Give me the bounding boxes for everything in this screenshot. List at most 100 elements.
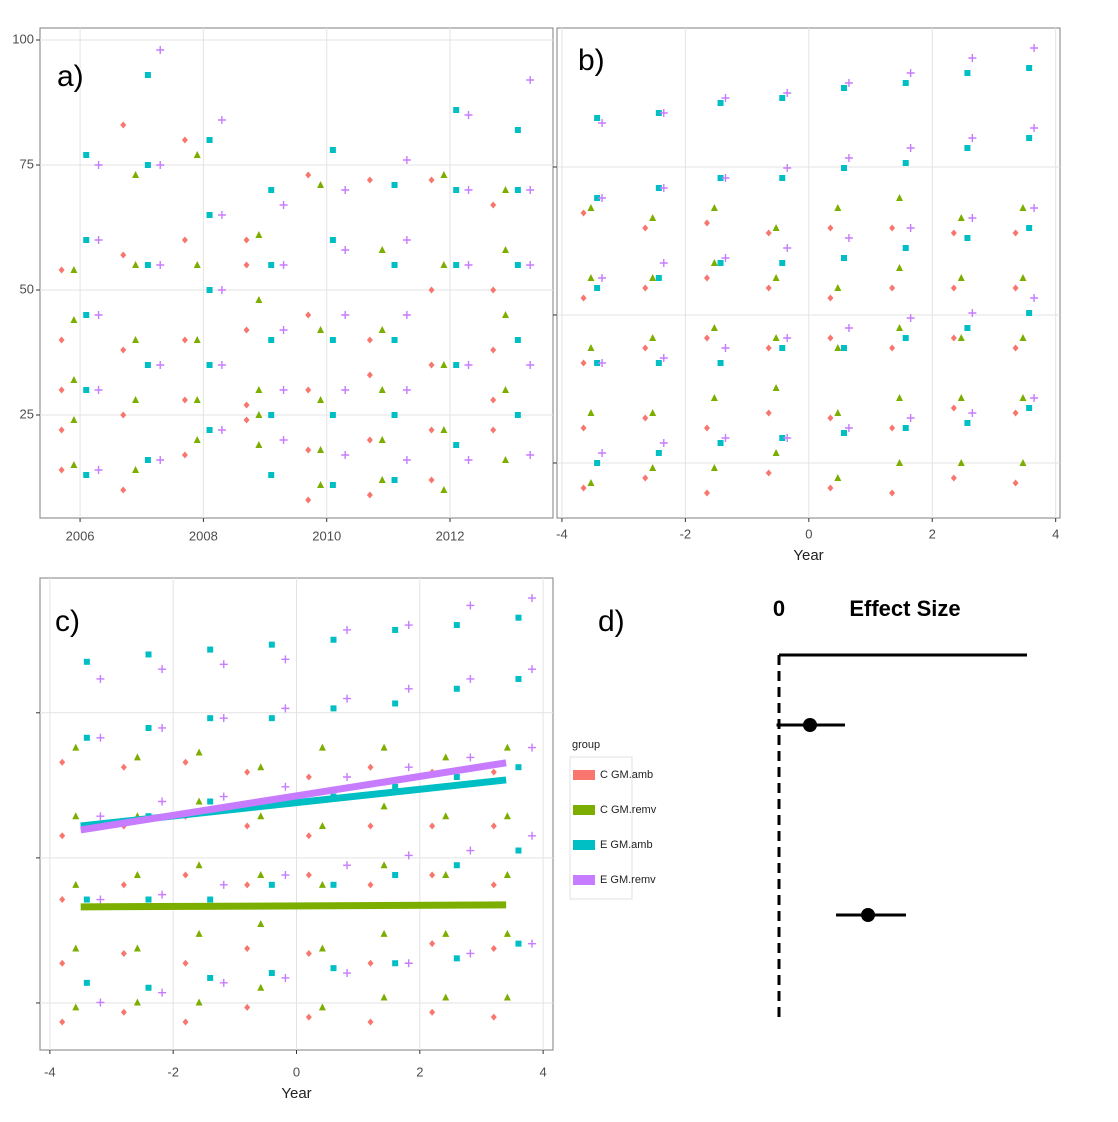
point <box>503 812 511 820</box>
point <box>132 171 140 178</box>
point <box>464 456 473 464</box>
point <box>243 236 250 244</box>
point <box>889 489 896 497</box>
point <box>598 359 607 367</box>
point <box>257 920 265 928</box>
point <box>902 425 909 431</box>
point <box>1012 479 1019 487</box>
point <box>528 665 537 674</box>
point <box>779 345 786 351</box>
x-tick-label: 0 <box>773 596 785 621</box>
point <box>207 798 214 805</box>
point <box>257 763 265 771</box>
point <box>378 386 386 393</box>
point <box>305 871 312 879</box>
point <box>402 156 411 164</box>
point <box>255 231 263 238</box>
point <box>217 361 226 369</box>
point <box>120 411 127 419</box>
point <box>392 960 399 967</box>
point <box>840 345 847 351</box>
point <box>964 145 971 151</box>
point <box>703 334 710 342</box>
point <box>96 812 105 821</box>
point <box>158 890 167 899</box>
point <box>181 136 188 144</box>
point <box>440 486 448 493</box>
point <box>156 261 165 269</box>
point <box>587 409 595 416</box>
point <box>317 181 325 188</box>
point <box>1026 225 1033 231</box>
point <box>964 70 971 76</box>
point <box>515 847 522 854</box>
point <box>317 481 325 488</box>
point <box>490 286 497 294</box>
point <box>428 176 435 184</box>
point <box>144 162 151 168</box>
point <box>341 246 350 254</box>
point <box>783 244 792 252</box>
point <box>72 1003 80 1011</box>
point <box>490 346 497 354</box>
point <box>968 134 977 142</box>
point <box>330 965 337 972</box>
x-tick-label: 2 <box>929 526 936 541</box>
point <box>181 451 188 459</box>
point <box>844 234 853 242</box>
point <box>906 414 915 422</box>
point <box>206 137 213 143</box>
point <box>896 459 904 466</box>
point <box>305 1013 312 1021</box>
point <box>145 984 152 991</box>
point <box>145 651 152 658</box>
point <box>305 496 312 504</box>
point <box>598 194 607 202</box>
point <box>840 430 847 436</box>
point <box>391 262 398 268</box>
point <box>906 314 915 322</box>
point <box>580 359 587 367</box>
x-tick-label: 4 <box>1052 526 1059 541</box>
x-tick-label: 4 <box>540 1064 547 1079</box>
point <box>70 416 78 423</box>
point <box>366 176 373 184</box>
x-tick-label: 2010 <box>312 528 341 543</box>
point <box>207 974 214 981</box>
point <box>145 724 152 731</box>
point <box>391 182 398 188</box>
point <box>217 426 226 434</box>
point <box>453 955 460 962</box>
point <box>721 344 730 352</box>
panel-label: d) <box>598 605 625 638</box>
point <box>840 255 847 261</box>
point <box>244 1003 251 1011</box>
point <box>526 261 535 269</box>
point <box>703 489 710 497</box>
point <box>329 482 336 488</box>
point <box>964 420 971 426</box>
point <box>466 846 475 855</box>
panel-label: c) <box>55 605 80 638</box>
point <box>195 861 203 869</box>
point <box>721 174 730 182</box>
point <box>120 486 127 494</box>
point <box>429 940 436 948</box>
point <box>442 753 450 761</box>
point <box>378 436 386 443</box>
point <box>772 449 780 456</box>
point <box>268 472 275 478</box>
point <box>580 424 587 432</box>
point <box>193 436 201 443</box>
point <box>587 204 595 211</box>
point <box>58 266 65 274</box>
point <box>902 335 909 341</box>
point <box>428 361 435 369</box>
point <box>968 409 977 417</box>
point <box>96 674 105 683</box>
point <box>957 334 965 341</box>
point <box>255 296 263 303</box>
point <box>193 336 201 343</box>
point <box>464 361 473 369</box>
point <box>717 360 724 366</box>
